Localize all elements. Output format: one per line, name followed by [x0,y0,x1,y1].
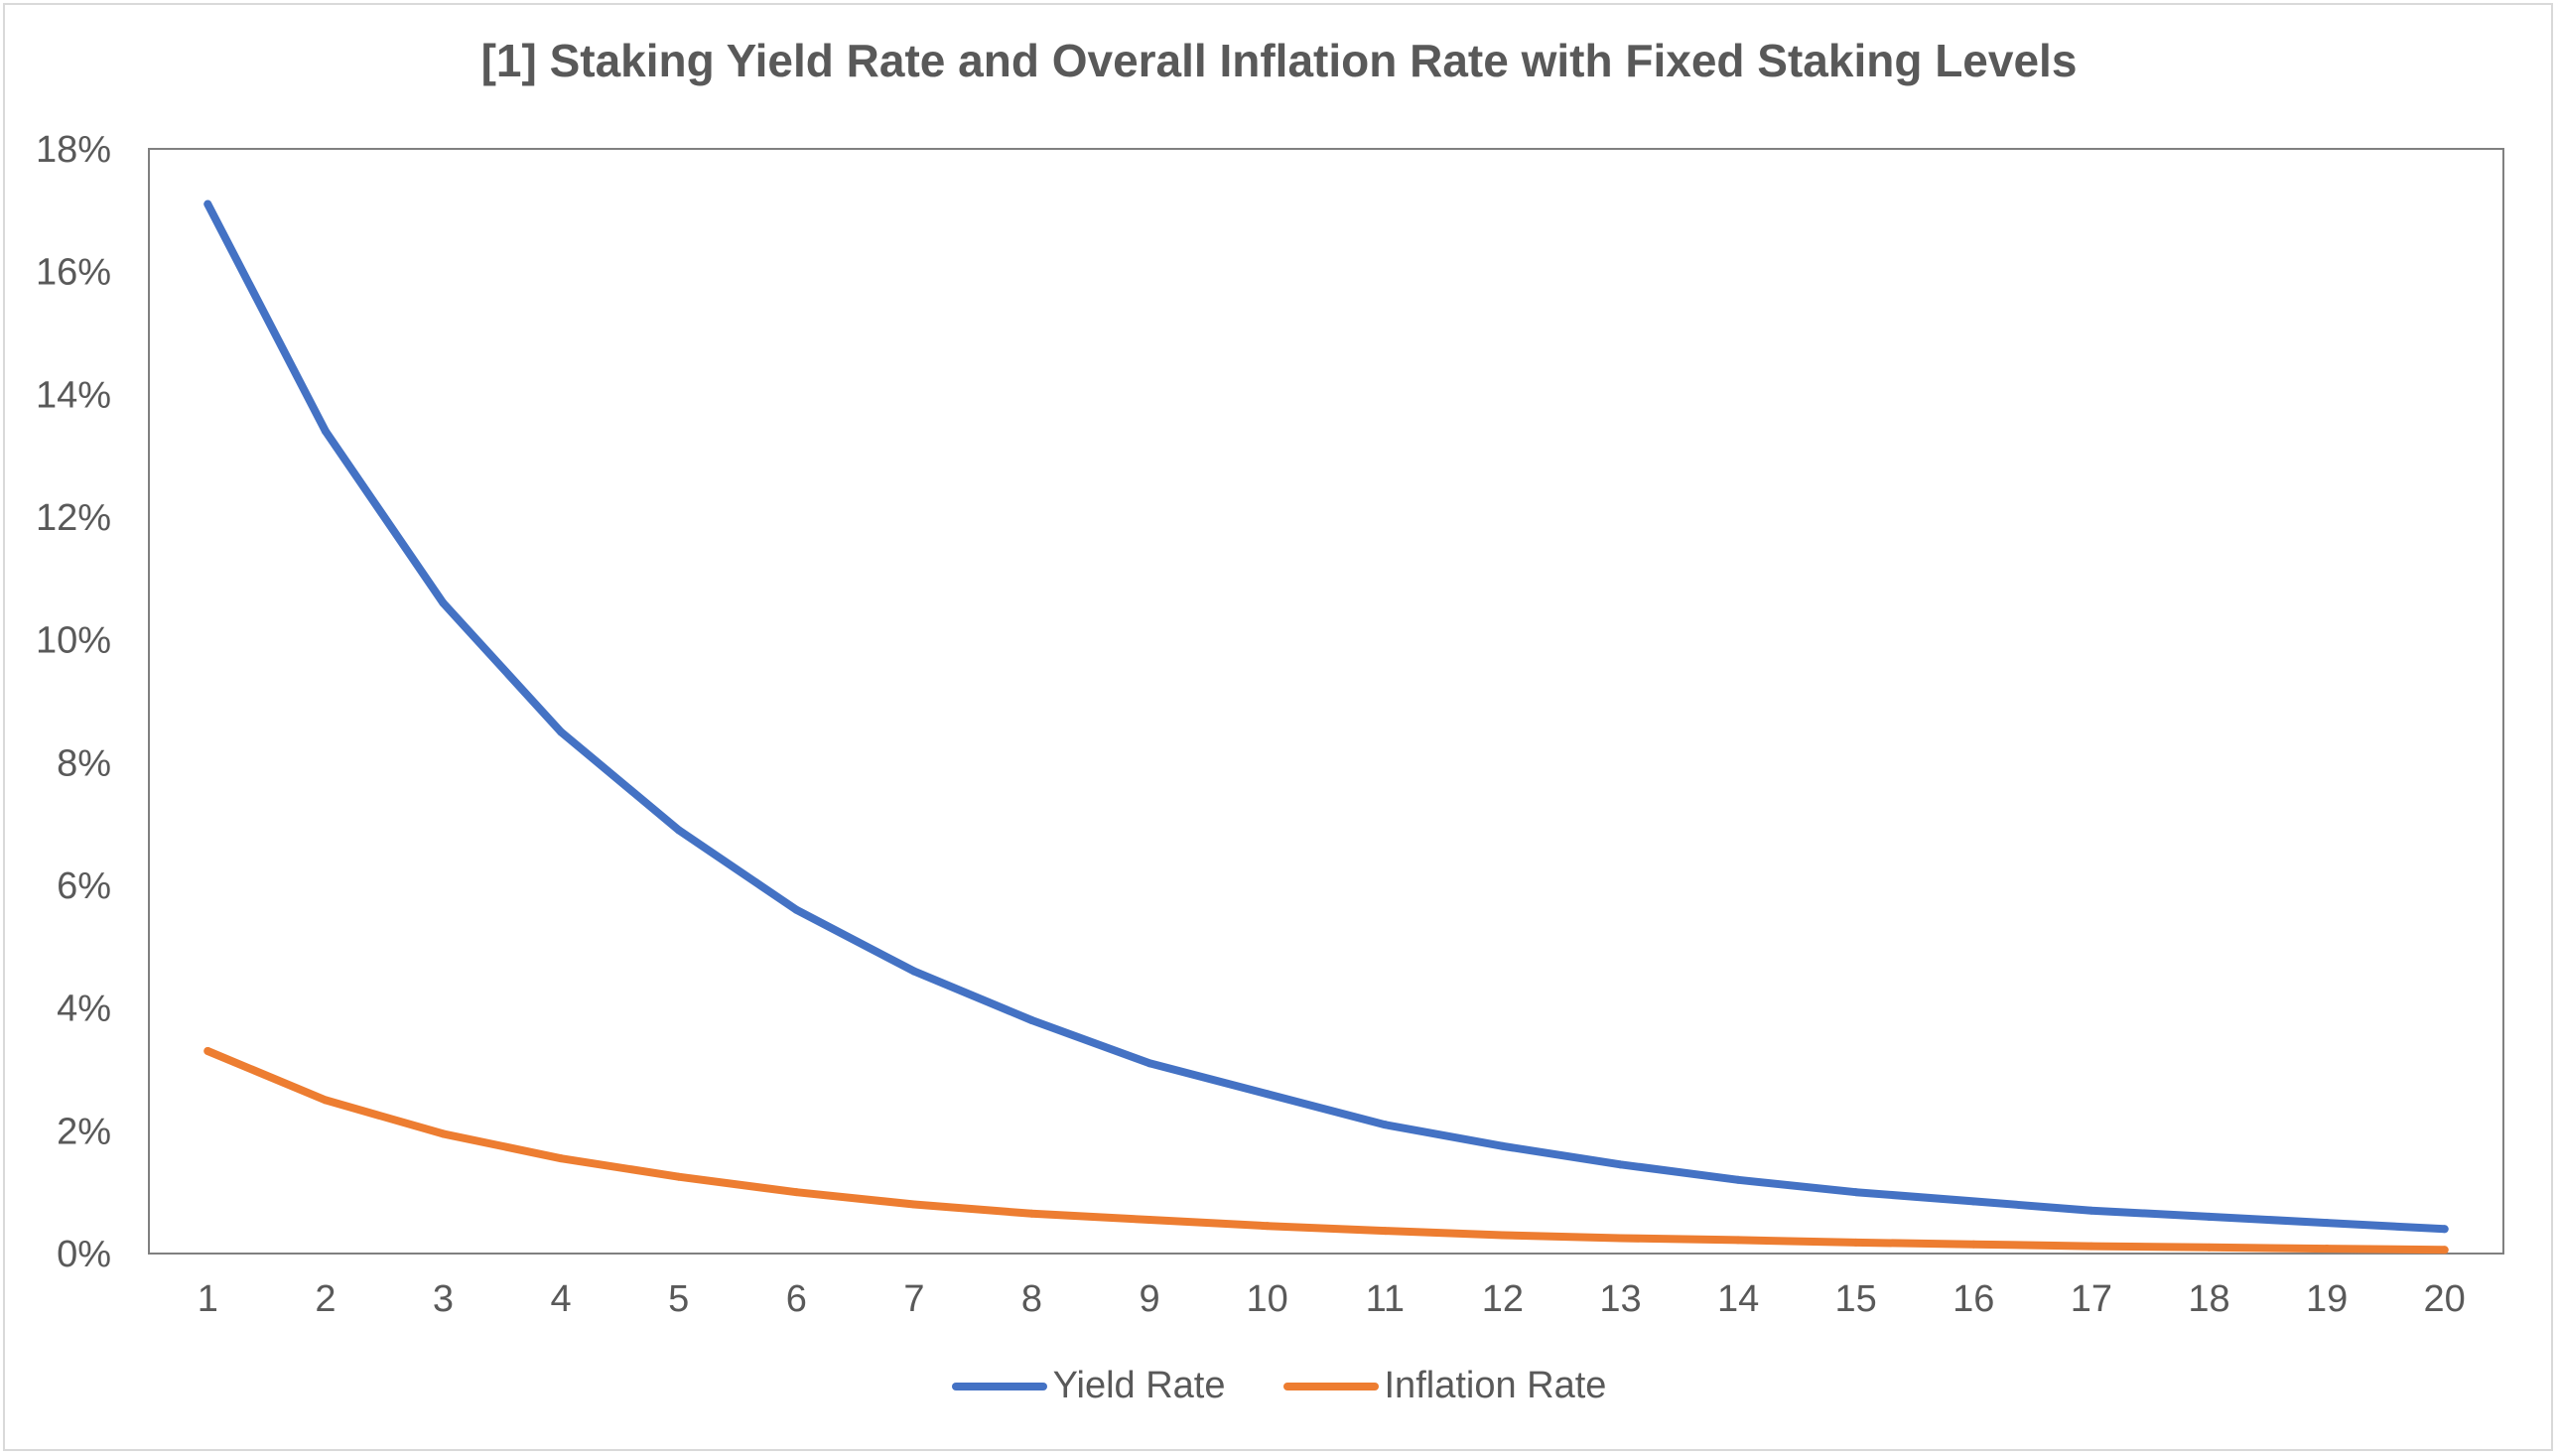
data-point-yield-rate[interactable] [2323,1219,2332,1228]
x-tick-label: 15 [1835,1278,1877,1320]
data-point-inflation-rate[interactable] [1498,1231,1507,1240]
data-point-inflation-rate[interactable] [674,1172,683,1181]
x-tick-label: 17 [2071,1278,2112,1320]
data-point-inflation-rate[interactable] [909,1200,918,1209]
x-tick-label: 13 [1599,1278,1641,1320]
legend-label-yield-rate: Yield Rate [1052,1365,1226,1406]
data-point-inflation-rate[interactable] [2440,1246,2449,1255]
data-point-inflation-rate[interactable] [321,1096,330,1105]
x-axis: 1 2 3 4 5 6 7 8 9 10 11 12 13 14 15 16 17 18 19 20 [198,1278,2466,1320]
data-point-inflation-rate[interactable] [2205,1243,2214,1252]
data-point-yield-rate[interactable] [674,826,683,835]
data-point-yield-rate[interactable] [557,728,566,736]
y-tick-label: 18% [36,129,111,171]
data-point-yield-rate[interactable] [439,598,448,607]
data-point-inflation-rate[interactable] [1381,1227,1390,1236]
x-tick-label: 10 [1247,1278,1288,1320]
y-tick-label: 14% [36,374,111,416]
data-point-inflation-rate[interactable] [1851,1238,1860,1247]
data-point-yield-rate[interactable] [1969,1197,1978,1206]
series-line-inflation-rate[interactable] [203,1047,2449,1255]
x-tick-label: 7 [903,1278,924,1320]
y-tick-label: 0% [57,1234,111,1275]
data-point-inflation-rate[interactable] [1145,1215,1154,1224]
x-tick-label: 18 [2188,1278,2229,1320]
data-point-inflation-rate[interactable] [1616,1234,1625,1243]
data-point-inflation-rate[interactable] [1263,1222,1272,1231]
legend-label-inflation-rate: Inflation Rate [1384,1365,1607,1406]
y-tick-label: 8% [57,742,111,784]
data-point-yield-rate[interactable] [1734,1175,1743,1184]
y-axis: 0% 2% 4% 6% 8% 10% 12% 14% 16% 18% [36,129,111,1275]
x-tick-label: 11 [1366,1278,1405,1320]
data-point-yield-rate[interactable] [1616,1160,1625,1169]
y-tick-label: 6% [57,865,111,907]
x-tick-label: 8 [1021,1278,1042,1320]
y-tick-label: 16% [36,252,111,294]
data-point-yield-rate[interactable] [203,199,212,208]
data-point-yield-rate[interactable] [1851,1188,1860,1197]
x-tick-label: 14 [1717,1278,1759,1320]
y-tick-label: 2% [57,1111,111,1152]
x-tick-label: 5 [668,1278,689,1320]
data-point-yield-rate[interactable] [2087,1206,2095,1215]
legend: Yield Rate Inflation Rate [0,1365,2558,1407]
data-point-inflation-rate[interactable] [1027,1209,1036,1218]
data-point-yield-rate[interactable] [2205,1212,2214,1221]
legend-item-yield-rate[interactable]: Yield Rate [951,1365,1226,1407]
data-point-inflation-rate[interactable] [557,1154,566,1163]
data-point-yield-rate[interactable] [321,427,330,436]
data-point-yield-rate[interactable] [1381,1121,1390,1129]
x-tick-label: 16 [1952,1278,1994,1320]
y-tick-label: 4% [57,989,111,1030]
data-point-yield-rate[interactable] [1498,1141,1507,1150]
data-point-inflation-rate[interactable] [1734,1236,1743,1245]
plot-area [148,148,2504,1255]
data-point-yield-rate[interactable] [1027,1016,1036,1025]
x-tick-label: 19 [2306,1278,2348,1320]
legend-item-inflation-rate[interactable]: Inflation Rate [1282,1365,1607,1407]
data-point-inflation-rate[interactable] [2087,1242,2095,1251]
x-tick-label: 12 [1482,1278,1524,1320]
data-point-yield-rate[interactable] [2440,1225,2449,1234]
y-tick-label: 10% [36,620,111,662]
series-line-yield-rate[interactable] [203,199,2449,1234]
x-tick-label: 2 [315,1278,336,1320]
series-lines [203,199,2449,1255]
x-tick-label: 6 [786,1278,807,1320]
chart-frame [3,3,2553,1451]
data-point-inflation-rate[interactable] [203,1046,212,1055]
y-tick-label: 12% [36,497,111,539]
chart-title: [1] Staking Yield Rate and Overall Infla… [480,35,2078,86]
x-tick-label: 3 [433,1278,454,1320]
data-point-inflation-rate[interactable] [1969,1240,1978,1249]
data-point-yield-rate[interactable] [1145,1059,1154,1068]
x-tick-label: 1 [198,1278,218,1320]
x-tick-label: 4 [551,1278,572,1320]
data-point-yield-rate[interactable] [1263,1090,1272,1099]
x-tick-label: 9 [1140,1278,1160,1320]
data-point-inflation-rate[interactable] [2323,1245,2332,1254]
data-point-yield-rate[interactable] [792,905,801,914]
data-point-inflation-rate[interactable] [439,1129,448,1138]
legend-swatch-yield-rate [951,1382,1047,1390]
data-point-inflation-rate[interactable] [792,1188,801,1197]
legend-swatch-inflation-rate [1282,1382,1379,1390]
x-tick-label: 20 [2424,1278,2466,1320]
data-point-yield-rate[interactable] [909,967,918,976]
